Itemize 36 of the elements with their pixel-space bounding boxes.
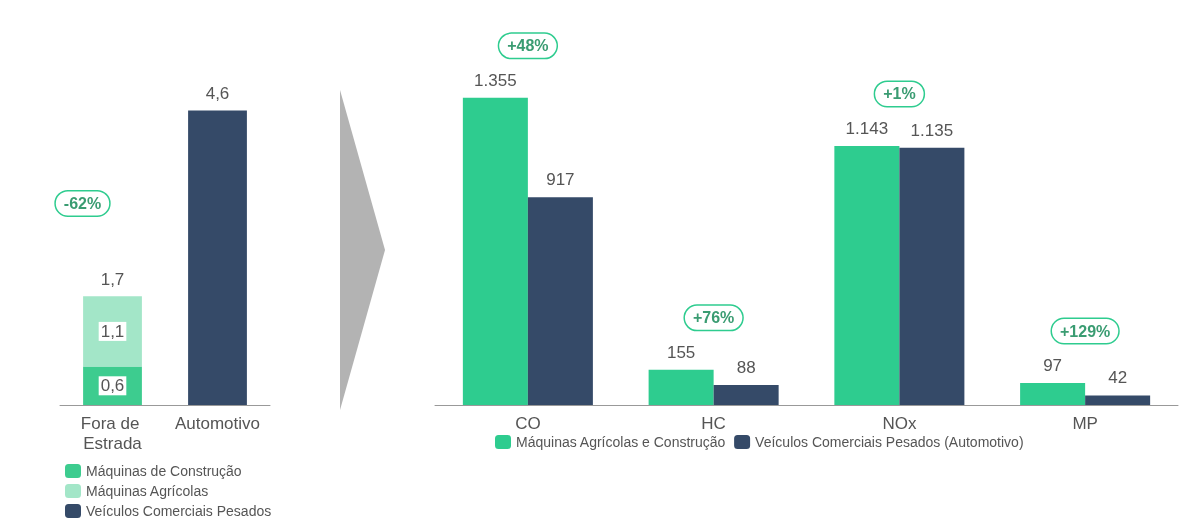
legend-label: Veículos Comerciais Pesados [86,503,272,519]
legend-label: Máquinas de Construção [86,463,242,479]
bar [527,197,593,405]
data-label: 42 [1108,368,1128,388]
bar [834,145,900,405]
bar [1020,383,1086,405]
bar [1085,395,1151,405]
data-label: 1.135 [910,120,954,140]
total-label: 1,7 [100,270,125,290]
x-tick-label: Automotivo [174,413,261,433]
x-tick-label: Fora de Estrada [80,413,145,453]
legend-label: Máquinas Agrícolas e Construção [516,434,726,450]
data-label: 917 [546,170,575,190]
data-label: 1.143 [845,118,889,138]
legend-label: Veículos Comerciais Pesados (Automotivo) [755,434,1024,450]
bar [648,369,714,405]
annotation: -62% [63,194,102,212]
annotation: +76% [692,309,735,327]
bar [713,385,779,405]
data-label: 155 [666,342,696,362]
data-label: 97 [1043,356,1063,376]
legend-label: Máquinas Agrícolas [86,483,209,499]
x-tick-label: HC [701,413,726,433]
annotation: +1% [883,85,916,103]
data-label: 4,6 [205,83,230,103]
data-label: 1.355 [474,70,517,90]
data-label: 1,1 [100,321,125,341]
text: +48% [507,37,549,55]
bar [462,97,528,405]
data-label: 0,6 [100,376,125,396]
x-tick-label: NOx [882,413,917,433]
x-tick-label: CO [515,413,541,433]
data-label: 88 [736,358,756,378]
x-tick-label: MP [1072,413,1098,433]
bar [899,147,965,405]
annotation: +129% [1059,322,1111,340]
